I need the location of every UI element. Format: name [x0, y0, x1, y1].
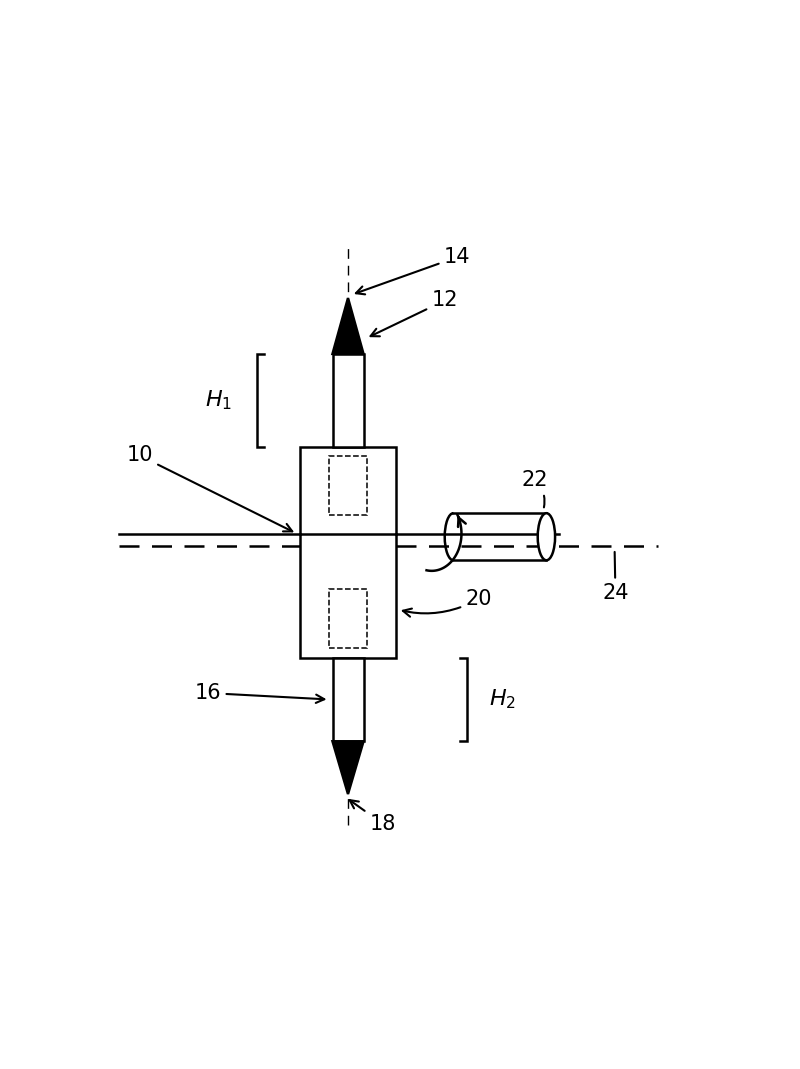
- Polygon shape: [333, 741, 363, 794]
- Text: 20: 20: [403, 589, 492, 617]
- Text: $H_2$: $H_2$: [489, 687, 516, 711]
- Bar: [333, 354, 363, 447]
- Ellipse shape: [538, 513, 555, 560]
- Bar: [329, 456, 367, 515]
- Text: 14: 14: [356, 247, 470, 294]
- Polygon shape: [333, 298, 363, 354]
- Text: $H_1$: $H_1$: [205, 388, 232, 413]
- Text: 22: 22: [522, 470, 548, 508]
- Text: 16: 16: [194, 683, 324, 703]
- Text: 18: 18: [350, 800, 396, 834]
- Bar: [329, 589, 367, 648]
- Bar: [300, 447, 396, 657]
- Text: 24: 24: [602, 552, 629, 603]
- Text: 12: 12: [370, 291, 458, 337]
- Bar: [333, 657, 363, 741]
- Text: 10: 10: [126, 446, 292, 531]
